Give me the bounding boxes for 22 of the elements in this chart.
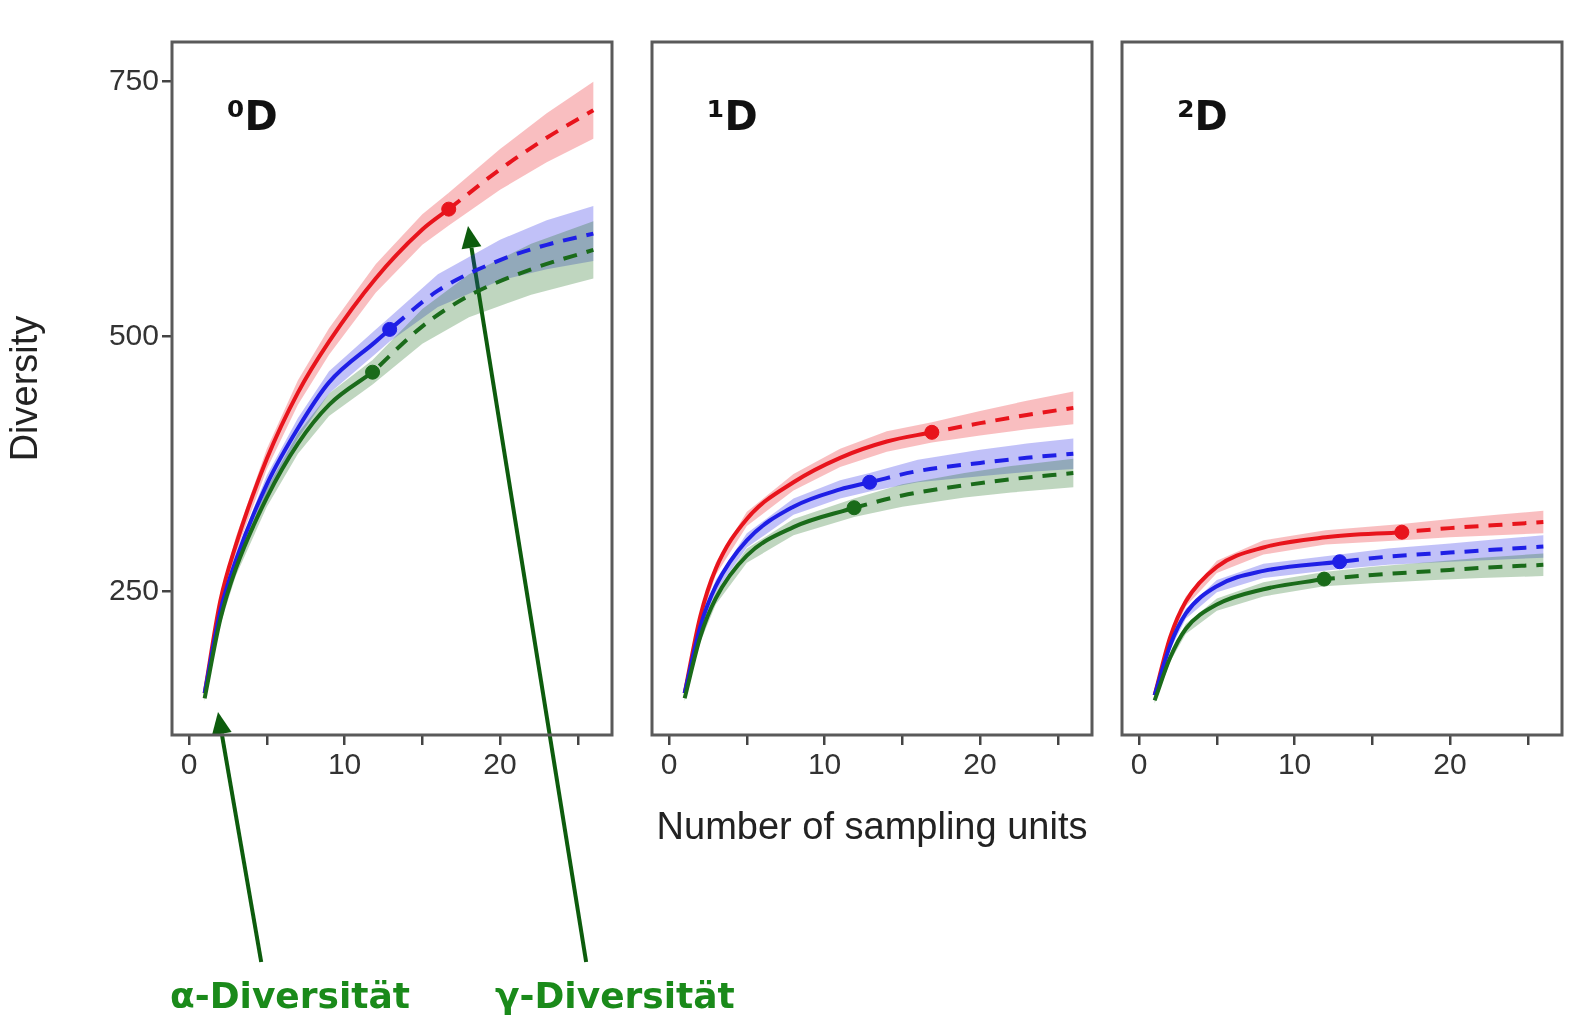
x-tick-label: 20 (963, 747, 997, 781)
x-tick-label: 0 (660, 747, 678, 781)
x-axis-title: Number of sampling units (656, 804, 1088, 847)
y-tick-label: 500 (108, 317, 159, 351)
x-tick-label: 0 (1130, 747, 1148, 781)
x-tick-label: 20 (1433, 747, 1467, 781)
y-tick-label: 750 (108, 63, 159, 97)
text: α-Diversität (170, 975, 411, 1016)
text: ⁰D (227, 93, 278, 139)
point (441, 201, 457, 217)
y-axis-title: Diversity (3, 315, 46, 462)
x-tick-label: 10 (807, 747, 842, 781)
point (365, 364, 381, 380)
x-tick-label: 0 (180, 747, 198, 781)
x-tick-label: 20 (483, 747, 517, 781)
text: ²D (1177, 93, 1228, 139)
x-tick-label: 10 (1277, 747, 1312, 781)
text: ¹D (707, 93, 758, 139)
point (382, 321, 398, 337)
x-tick-label: 10 (327, 747, 362, 781)
y-tick-label: 250 (108, 572, 159, 606)
text: γ-Diversität (495, 975, 735, 1016)
